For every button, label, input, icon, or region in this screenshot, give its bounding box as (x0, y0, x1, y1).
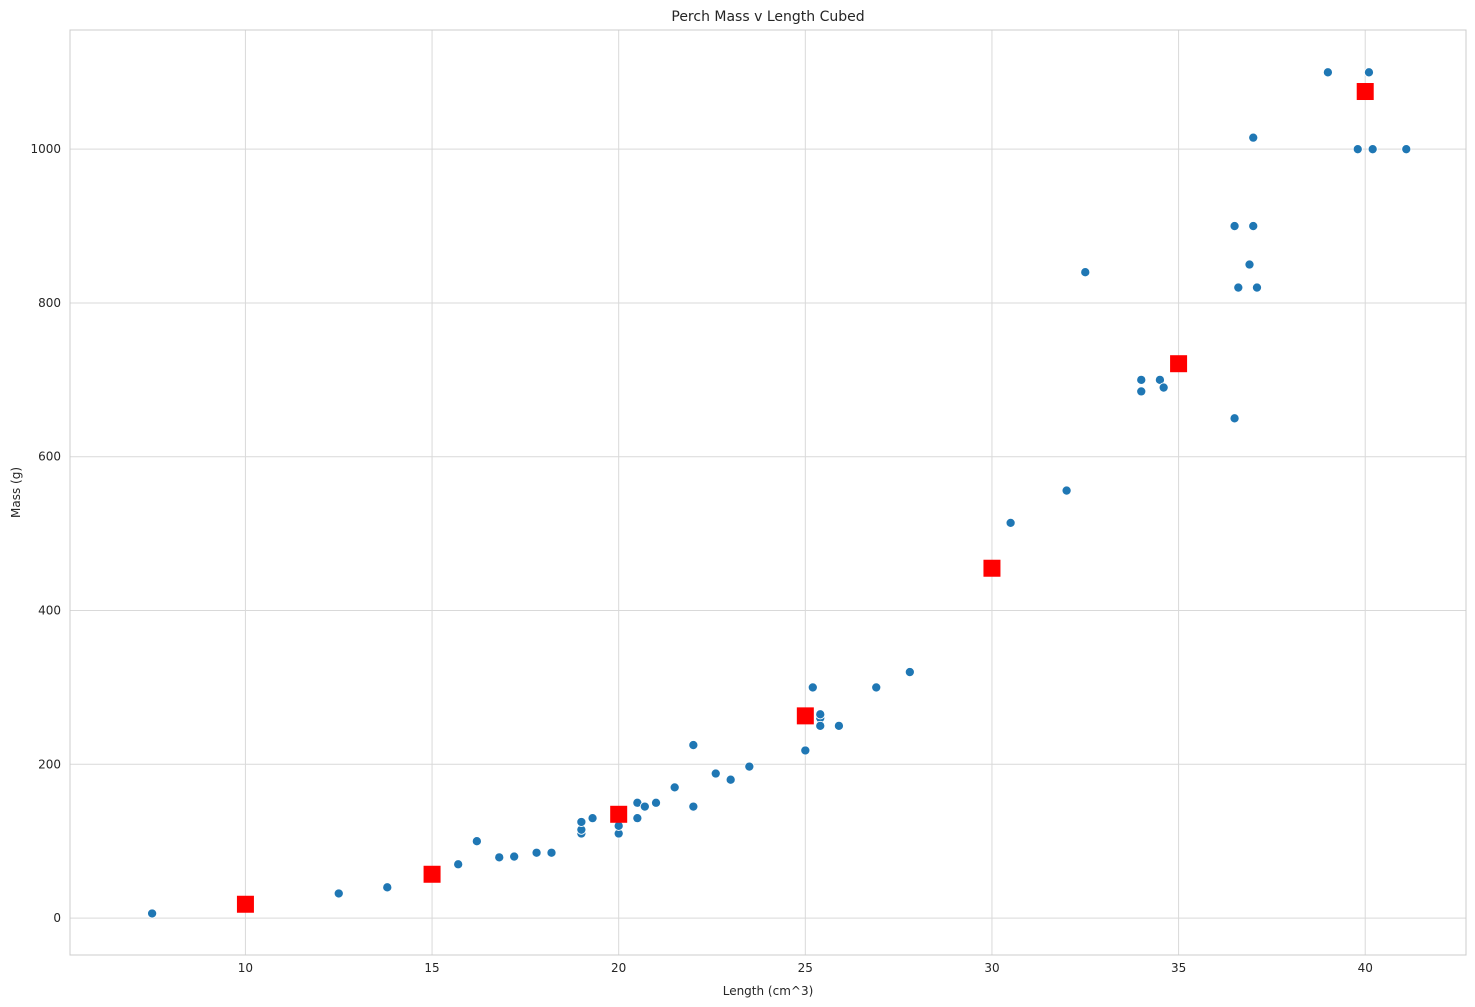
data-point (509, 851, 520, 862)
data-point (1367, 144, 1378, 155)
data-point (833, 720, 844, 731)
mean-square-point (1170, 355, 1188, 373)
data-point (333, 888, 344, 899)
data-point (688, 740, 699, 751)
data-point (688, 801, 699, 812)
grid (70, 30, 1466, 955)
data-point (1244, 259, 1255, 270)
mean-square-point (983, 559, 1001, 577)
data-point (1136, 374, 1147, 385)
data-point (587, 813, 598, 824)
data-point (471, 836, 482, 847)
data-point (725, 774, 736, 785)
data-point (1363, 67, 1375, 78)
data-point (1080, 267, 1091, 278)
data-point (800, 745, 811, 756)
data-point (494, 852, 505, 863)
data-point (807, 682, 818, 693)
chart-title: Perch Mass v Length Cubed (671, 9, 864, 25)
mean-square-point (236, 895, 254, 913)
data-point (1229, 413, 1240, 424)
x-axis-title: Length (cm^3) (723, 984, 814, 998)
data-point (531, 847, 542, 858)
data-point (639, 801, 650, 812)
data-point (1401, 144, 1412, 155)
data-point (1005, 517, 1016, 528)
y-tick-label: 400 (38, 604, 61, 618)
data-point (871, 682, 882, 693)
data-point (815, 720, 826, 731)
data-point (453, 859, 464, 870)
data-point (744, 761, 755, 772)
data-point (1352, 144, 1363, 155)
x-tick-label: 15 (424, 961, 439, 975)
axes-frame (69, 29, 1467, 956)
data-point (1248, 221, 1259, 232)
x-tick-label: 30 (984, 961, 999, 975)
x-tick-label: 35 (1171, 961, 1186, 975)
data-point (1158, 382, 1169, 393)
data-point (710, 768, 721, 779)
data-point (1229, 221, 1240, 232)
data-point (815, 709, 826, 720)
data-point (1251, 282, 1263, 293)
y-tick-label: 800 (38, 296, 61, 310)
x-tick-labels: 10 15 20 25 30 35 40 (238, 961, 1373, 975)
data-point (650, 797, 662, 808)
mean-square-point (610, 805, 628, 823)
data-point (632, 813, 643, 824)
data-point (1136, 386, 1147, 397)
mean-square-point (1356, 83, 1374, 101)
data-point (1061, 485, 1072, 496)
y-tick-label: 1000 (30, 142, 61, 156)
y-tick-labels: 0 200 400 600 800 1000 (30, 142, 61, 925)
data-points (147, 67, 1412, 919)
y-tick-label: 0 (53, 911, 61, 925)
data-point (904, 666, 915, 678)
y-axis-title: Mass (g) (9, 467, 23, 518)
data-point (669, 782, 680, 793)
data-point (147, 908, 158, 919)
x-tick-label: 40 (1358, 961, 1373, 975)
data-point (1233, 282, 1244, 293)
x-tick-label: 25 (798, 961, 813, 975)
data-point (1248, 132, 1259, 143)
y-tick-label: 600 (38, 450, 61, 464)
data-point (382, 882, 393, 893)
x-tick-label: 10 (238, 961, 253, 975)
mean-square-point (423, 865, 441, 883)
plot-area (69, 29, 1467, 956)
data-point (576, 816, 587, 828)
axes-background (70, 30, 1466, 955)
data-point (1322, 67, 1333, 78)
data-point (546, 847, 557, 858)
y-tick-label: 200 (38, 757, 61, 771)
x-tick-label: 20 (611, 961, 626, 975)
mean-square-point (796, 707, 814, 725)
